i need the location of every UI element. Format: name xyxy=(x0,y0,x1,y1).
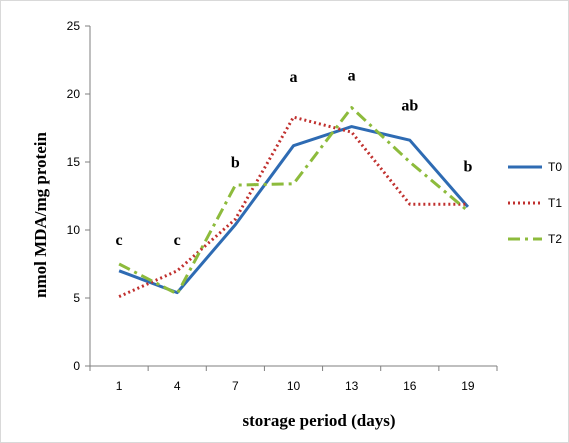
x-axis-title: storage period (days) xyxy=(243,411,396,430)
legend: T0 T1 T2 xyxy=(508,160,562,246)
x-tick-label: 16 xyxy=(403,379,417,393)
y-tick-label: 15 xyxy=(67,155,81,169)
x-tick-label: 4 xyxy=(174,379,181,393)
y-axis-title: nmol MDA/mg protein xyxy=(31,132,50,298)
annotation-label: c xyxy=(116,232,123,249)
y-tick-label: 20 xyxy=(67,87,81,101)
annotation-label: b xyxy=(463,159,472,176)
annotation-label: a xyxy=(290,69,298,86)
y-tick-label: 0 xyxy=(73,359,80,373)
series-line-t1 xyxy=(118,115,468,298)
legend-label-t1: T1 xyxy=(548,196,562,210)
annotation-label: b xyxy=(231,154,240,171)
x-tick-label: 1 xyxy=(116,379,123,393)
significance-annotations: c c b a a ab b xyxy=(116,67,473,249)
x-tick-label: 7 xyxy=(232,379,239,393)
series-lines xyxy=(118,106,470,298)
series-line-t2 xyxy=(118,106,469,296)
y-tick-label: 5 xyxy=(73,291,80,305)
annotation-label: ab xyxy=(401,97,418,114)
annotation-label: c xyxy=(174,232,181,249)
legend-label-t0: T0 xyxy=(548,160,562,174)
x-tick-label: 10 xyxy=(287,379,301,393)
x-tick-label: 19 xyxy=(461,379,475,393)
series-line-t0 xyxy=(118,125,470,295)
y-tick-label: 25 xyxy=(67,19,81,33)
y-tick-labels: 0 5 10 15 20 25 xyxy=(67,19,81,373)
x-tick-labels: 1 4 7 10 13 16 19 xyxy=(116,379,475,393)
axes xyxy=(85,25,498,371)
annotation-label: a xyxy=(348,67,356,84)
y-tick-label: 10 xyxy=(67,223,81,237)
x-tick-label: 13 xyxy=(345,379,359,393)
legend-label-t2: T2 xyxy=(548,232,562,246)
